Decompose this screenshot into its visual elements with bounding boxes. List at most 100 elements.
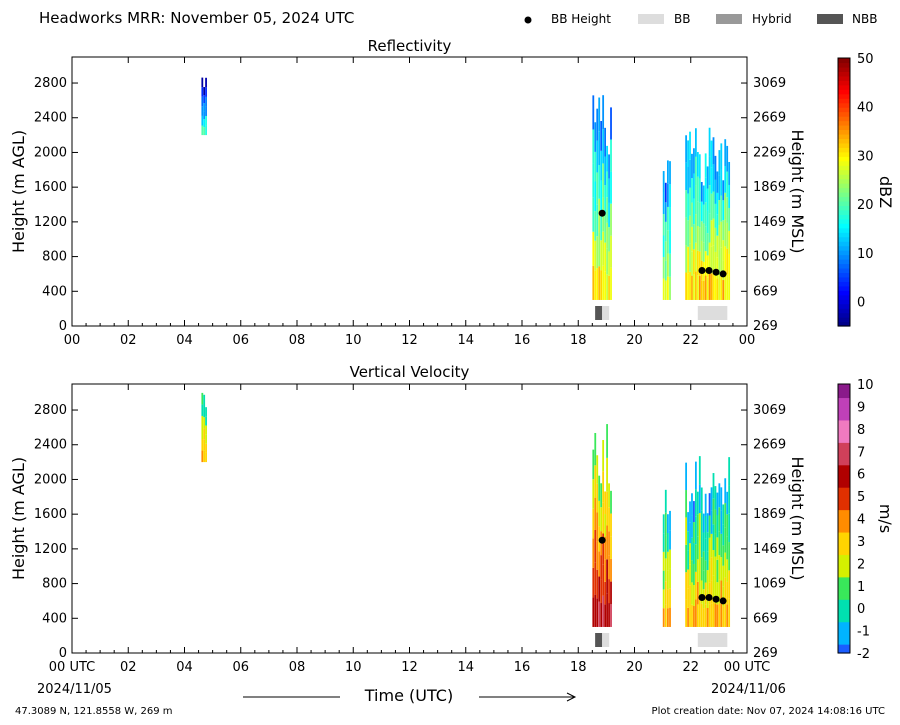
colorbar-tick-label: 2 (857, 557, 865, 572)
colorbar-segment (838, 581, 850, 587)
colorbar-tick-label: 9 (857, 400, 865, 415)
colorbar-segment (838, 200, 850, 206)
colorbar-segment (838, 531, 850, 538)
x-tick-label: 22 (682, 333, 699, 348)
colorbar-segment (838, 196, 850, 202)
colorbar-frame (837, 383, 851, 654)
colorbar-tick-label: 3 (857, 535, 865, 550)
colorbar-segment (838, 630, 850, 636)
bb-height-point (698, 593, 706, 601)
colorbar-segment (838, 187, 850, 193)
colorbar-segment (838, 626, 850, 632)
colorbar-segment (838, 111, 850, 117)
legend-marker-bb-height (524, 16, 532, 24)
colorbar-segment (838, 518, 850, 524)
y-right-tick-label: 2269 (753, 472, 786, 487)
colorbar-segment (838, 107, 850, 113)
colorbar-segment (838, 236, 850, 242)
colorbar-segment (838, 527, 850, 533)
x-tick-label: 08 (289, 660, 306, 675)
y-right-tick-label: 269 (753, 646, 778, 661)
colorbar-segment (838, 460, 850, 466)
colorbar-segment (838, 58, 850, 64)
x-tick-label: 02 (120, 333, 137, 348)
echo-column (662, 489, 671, 627)
colorbar-segment (838, 80, 850, 86)
colorbar-segment (838, 125, 850, 131)
x-tick-label: 04 (176, 333, 193, 348)
y-right-tick-label: 669 (753, 611, 778, 626)
bb-height-point (719, 597, 727, 605)
bb-height-point (598, 536, 606, 544)
colorbar-segment (838, 174, 850, 180)
y-tick-label: 2000 (34, 145, 67, 160)
bb-type-bb (697, 633, 728, 647)
colorbar-segment (838, 290, 850, 296)
colorbar-segment (838, 406, 850, 412)
colorbar-segment (838, 299, 850, 305)
colorbar-segment (838, 254, 850, 260)
x-tick-label: 20 (626, 660, 643, 675)
x-tick-label: 20 (626, 333, 643, 348)
colorbar-segment (838, 209, 850, 215)
colorbar-tick-label: 7 (857, 445, 865, 460)
colorbar-segment (838, 151, 850, 157)
end-date: 2024/11/06 (711, 682, 786, 697)
colorbar-segment (838, 129, 850, 135)
colorbar-segment (838, 160, 850, 166)
colorbar-tick-label: 10 (857, 378, 874, 393)
legend-swatch-nbb (817, 14, 843, 24)
colorbar-segment (838, 294, 850, 300)
echo-column (201, 77, 207, 136)
x-tick-label: 06 (232, 660, 249, 675)
y-tick-label: 1200 (34, 215, 67, 230)
bb-height-point (705, 266, 713, 274)
colorbar-tick-label: 20 (857, 198, 874, 213)
colorbar-segment (838, 281, 850, 287)
colorbar-segment (838, 392, 850, 399)
colorbar-segment (838, 84, 850, 90)
station-location: 47.3089 N, 121.8558 W, 269 m (15, 706, 173, 717)
colorbar-tick-label: -2 (857, 647, 870, 662)
colorbar-segment (838, 401, 850, 408)
y-tick-label: 2800 (34, 403, 67, 418)
footer: 2024/11/05 2024/11/06 Time (UTC) 47.3089… (15, 682, 885, 717)
colorbar-segment (838, 621, 850, 627)
colorbar-segment (838, 509, 850, 515)
time-axis-label: Time (UTC) (364, 686, 453, 705)
x-tick-label: 12 (401, 333, 418, 348)
colorbar-segment (838, 156, 850, 162)
colorbar-segment (838, 437, 850, 443)
arrow-head-icon (566, 692, 577, 702)
y-tick-label: 2800 (34, 76, 67, 91)
colorbar-tick-label: 30 (857, 149, 874, 164)
colorbar-segment (838, 232, 850, 238)
colorbar-segment (838, 496, 850, 502)
bb-height-point (598, 209, 606, 217)
bb-type-bb (697, 306, 728, 320)
y-tick-label: 400 (42, 284, 67, 299)
colorbar-segment (838, 321, 850, 327)
bb-height-point (698, 266, 706, 274)
y-tick-label: 0 (59, 319, 67, 334)
colorbar-segment (838, 491, 850, 497)
colorbar-segment (838, 612, 850, 618)
colorbar-segment (838, 317, 850, 323)
colorbar-segment (838, 599, 850, 605)
colorbar-segment (838, 478, 850, 484)
colorbar-segment (838, 98, 850, 104)
x-tick-label: 00 (739, 333, 756, 348)
y-right-tick-label: 269 (753, 319, 778, 334)
colorbar-segment (838, 93, 850, 99)
bb-height-point (705, 593, 713, 601)
colorbar-tick-label: 8 (857, 423, 865, 438)
colorbar-segment (838, 165, 850, 171)
colorbar-segment (838, 285, 850, 291)
colorbar-tick-label: 40 (857, 101, 874, 116)
x-tick-label: 10 (345, 660, 362, 675)
legend-label: Hybrid (752, 12, 792, 26)
x-tick-label: 18 (570, 333, 587, 348)
y-right-tick-label: 1469 (753, 542, 786, 557)
colorbar-tick-label: -1 (857, 625, 870, 640)
